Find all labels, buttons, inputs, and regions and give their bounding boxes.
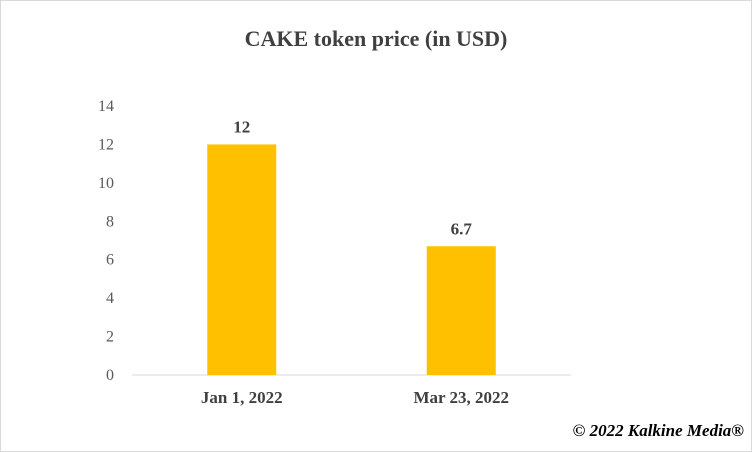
data-labels: 126.7: [233, 117, 472, 238]
y-tick-label: 10: [98, 175, 114, 192]
x-axis-ticks: Jan 1, 2022 Mar 23, 2022: [201, 388, 509, 407]
y-tick-label: 0: [106, 367, 114, 384]
bar: [207, 144, 277, 375]
bar-value-label: 6.7: [451, 219, 473, 238]
bars: [207, 144, 496, 375]
y-tick-label: 8: [106, 213, 114, 230]
y-tick-label: 6: [106, 252, 114, 269]
copyright-text: © 2022 Kalkine Media®: [572, 421, 744, 440]
x-tick-label: Jan 1, 2022: [201, 388, 283, 407]
y-tick-label: 2: [106, 329, 114, 346]
bar-value-label: 12: [233, 117, 250, 136]
y-tick-label: 12: [98, 136, 114, 153]
y-tick-label: 4: [106, 290, 114, 307]
chart-title: CAKE token price (in USD): [244, 26, 508, 51]
y-tick-label: 14: [98, 98, 114, 115]
bar: [426, 246, 496, 375]
y-axis-ticks: 0 2 4 6 8 10 12 14: [98, 98, 114, 384]
x-tick-label: Mar 23, 2022: [413, 388, 509, 407]
